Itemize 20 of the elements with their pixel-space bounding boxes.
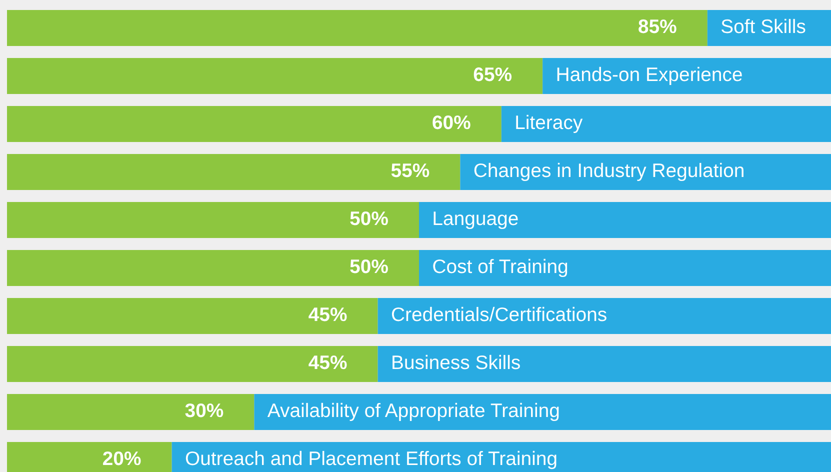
y-tick-label: Hands-on Experience — [557, 66, 742, 86]
y-tick-label: Outreach and Placement Efforts of Training — [186, 450, 556, 470]
y-tick-label: Business Skills — [392, 354, 520, 370]
y-tick-label: Changes in Industry Regulation — [474, 162, 744, 182]
data-label: 55% — [391, 163, 430, 178]
data-label: 60% — [432, 115, 470, 130]
data-label: 85% — [638, 19, 676, 34]
y-tick-label: Availability of Appropriate Training — [267, 402, 559, 422]
y-tick-label: Language — [434, 212, 518, 230]
data-label: 45% — [308, 355, 347, 370]
data-label: 45% — [308, 307, 347, 322]
data-label: 50% — [350, 211, 388, 226]
data-label: 20% — [103, 451, 141, 466]
y-tick-label: Literacy — [516, 114, 583, 134]
data-label: 50% — [350, 259, 388, 274]
y-tick-label: Soft Skills — [721, 18, 806, 34]
data-label: 30% — [185, 403, 224, 418]
y-tick-label: Cost of Training — [433, 258, 568, 278]
y-tick-label: Credentials/Certifications — [392, 306, 606, 322]
data-label: 65% — [474, 67, 512, 82]
